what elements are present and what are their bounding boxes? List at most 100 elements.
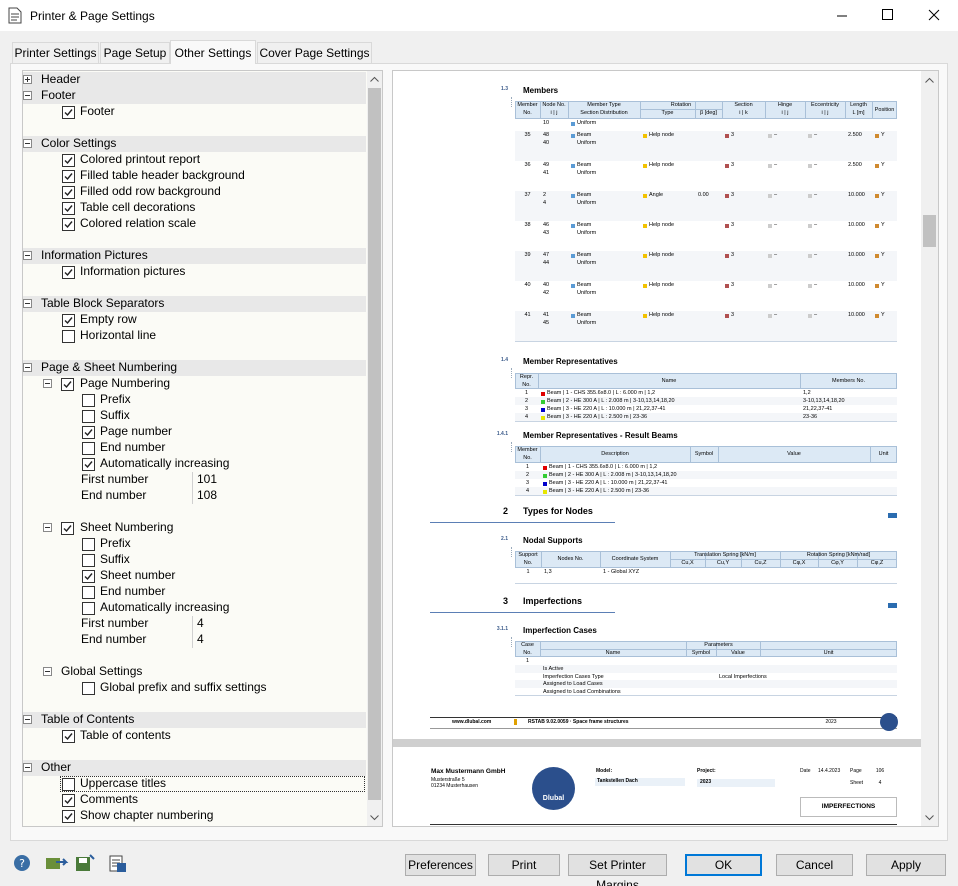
tree-label[interactable]: Other: [41, 760, 72, 775]
export-icon[interactable]: [46, 858, 69, 869]
tab[interactable]: Printer Settings: [12, 42, 99, 63]
expander[interactable]: [43, 379, 52, 388]
close-button[interactable]: [928, 9, 940, 21]
scroll-thumb[interactable]: [368, 88, 381, 800]
checkbox[interactable]: [82, 426, 95, 439]
button[interactable]: Set Printer Margins: [568, 854, 667, 886]
scroll-up[interactable]: [370, 76, 379, 82]
expander[interactable]: [23, 763, 32, 772]
expander[interactable]: [23, 75, 32, 84]
tree-label[interactable]: Comments: [80, 792, 139, 807]
checkbox[interactable]: [82, 458, 95, 471]
checkbox[interactable]: [82, 602, 95, 615]
checkbox[interactable]: [62, 730, 75, 743]
tree-label[interactable]: Sheet number: [100, 568, 176, 583]
tree-label[interactable]: Prefix: [100, 392, 131, 407]
button[interactable]: Preferences: [405, 854, 476, 876]
checkbox[interactable]: [62, 170, 75, 183]
checkbox[interactable]: [82, 442, 95, 455]
tree-label[interactable]: Filled odd row background: [80, 184, 221, 199]
tree-label[interactable]: Show chapter numbering: [80, 808, 214, 823]
checkbox[interactable]: [62, 330, 75, 343]
tree-label[interactable]: End number: [100, 440, 166, 455]
scroll-up[interactable]: [925, 77, 934, 83]
tree-label[interactable]: Horizontal line: [80, 328, 157, 343]
scroll-down[interactable]: [370, 815, 379, 821]
checkbox[interactable]: [82, 554, 95, 567]
checkbox[interactable]: [82, 586, 95, 599]
checkbox[interactable]: [62, 810, 75, 823]
tree-label[interactable]: Sheet Numbering: [80, 520, 174, 535]
checkbox[interactable]: [62, 266, 75, 279]
tree-label[interactable]: Information Pictures: [41, 248, 148, 263]
button[interactable]: Cancel: [776, 854, 853, 876]
tree-label[interactable]: Suffix: [100, 408, 130, 423]
tree-scrollbar[interactable]: [367, 71, 382, 826]
maximize-button[interactable]: [882, 9, 894, 21]
tree-label[interactable]: Footer: [41, 88, 76, 103]
checkbox[interactable]: [62, 218, 75, 231]
tab[interactable]: Page Setup: [100, 42, 170, 63]
tree-label[interactable]: Empty row: [80, 312, 137, 327]
tree-label[interactable]: Automatically increasing: [100, 600, 230, 615]
tree-label[interactable]: End number: [100, 584, 166, 599]
expander[interactable]: [23, 715, 32, 724]
expander[interactable]: [23, 299, 32, 308]
button[interactable]: Print: [488, 854, 560, 876]
tree-label[interactable]: Colored printout report: [80, 152, 201, 167]
tree-label[interactable]: Page & Sheet Numbering: [41, 360, 178, 375]
help-icon[interactable]: ?: [14, 855, 30, 871]
expander[interactable]: [23, 251, 32, 260]
checkbox[interactable]: [61, 522, 74, 535]
tree-label[interactable]: Global Settings: [61, 664, 143, 679]
tree-label[interactable]: Colored relation scale: [80, 216, 197, 231]
tree-label[interactable]: Table of Contents: [41, 712, 135, 727]
minimize-button[interactable]: [836, 10, 848, 22]
expander[interactable]: [23, 139, 32, 148]
tab[interactable]: Other Settings: [170, 40, 256, 64]
field-value[interactable]: 108: [197, 488, 218, 503]
tree-label[interactable]: Uppercase titles: [80, 776, 167, 791]
tree-label[interactable]: Table of contents: [80, 728, 171, 743]
checkbox[interactable]: [62, 314, 75, 327]
field-value[interactable]: 4: [197, 616, 204, 631]
tree-label[interactable]: Table Block Separators: [41, 296, 165, 311]
tree-label[interactable]: Color Settings: [41, 136, 117, 151]
checkbox[interactable]: [82, 394, 95, 407]
checkbox[interactable]: [82, 410, 95, 423]
load-icon[interactable]: [109, 855, 126, 872]
expander[interactable]: [23, 363, 32, 372]
checkbox[interactable]: [62, 154, 75, 167]
tree-label[interactable]: Filled table header background: [80, 168, 245, 183]
checkbox[interactable]: [82, 538, 95, 551]
checkbox[interactable]: [62, 794, 75, 807]
tree-label[interactable]: Prefix: [100, 536, 131, 551]
checkbox[interactable]: [62, 106, 75, 119]
checkbox[interactable]: [62, 186, 75, 199]
checkbox[interactable]: [62, 778, 75, 791]
tree-label[interactable]: Suffix: [100, 552, 130, 567]
checkbox[interactable]: [62, 202, 75, 215]
checkbox[interactable]: [61, 378, 74, 391]
tree-label[interactable]: Global prefix and suffix settings: [100, 680, 267, 695]
expander[interactable]: [43, 523, 52, 532]
field-value[interactable]: 4: [197, 632, 204, 647]
tree-label[interactable]: Page Numbering: [80, 376, 171, 391]
save-icon[interactable]: [76, 854, 95, 871]
scroll-down[interactable]: [925, 815, 934, 821]
tree-label[interactable]: Footer: [80, 104, 115, 119]
tree-label[interactable]: Page number: [100, 424, 173, 439]
expander[interactable]: [43, 667, 52, 676]
field-value[interactable]: 101: [197, 472, 218, 487]
button[interactable]: Apply: [866, 854, 946, 876]
tree-label[interactable]: Table cell decorations: [80, 200, 196, 215]
expander[interactable]: [23, 91, 32, 100]
tab[interactable]: Cover Page Settings: [257, 42, 372, 63]
tree-label[interactable]: Header: [41, 72, 81, 87]
preview-scrollbar[interactable]: [921, 71, 938, 826]
tree-label[interactable]: Information pictures: [80, 264, 186, 279]
checkbox[interactable]: [82, 570, 95, 583]
button[interactable]: OK: [685, 854, 762, 876]
tree-label[interactable]: Automatically increasing: [100, 456, 230, 471]
checkbox[interactable]: [82, 682, 95, 695]
